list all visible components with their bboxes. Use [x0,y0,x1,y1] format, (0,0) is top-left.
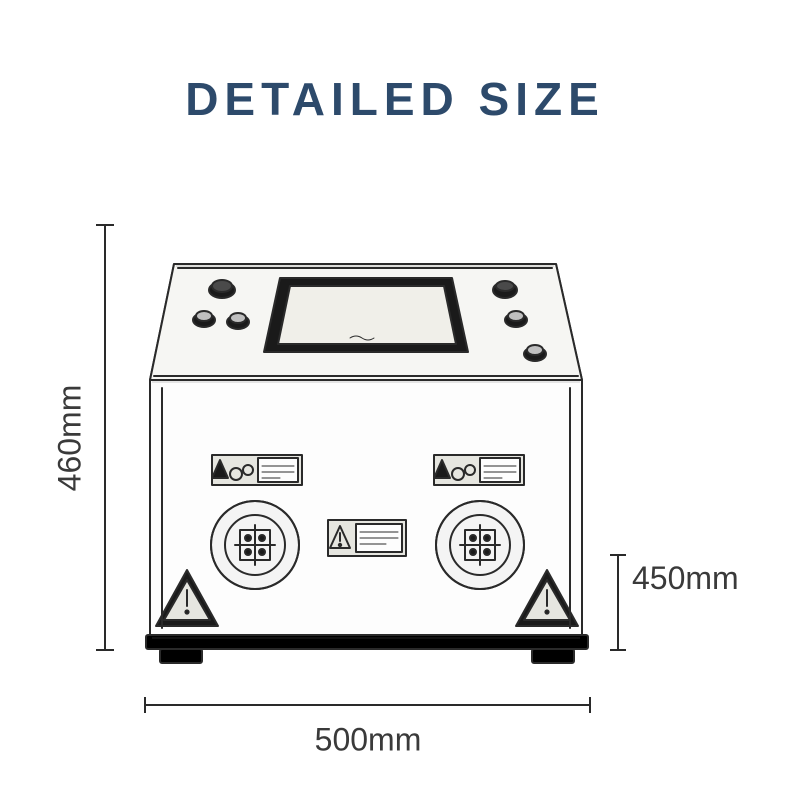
device-diagram [0,0,790,804]
